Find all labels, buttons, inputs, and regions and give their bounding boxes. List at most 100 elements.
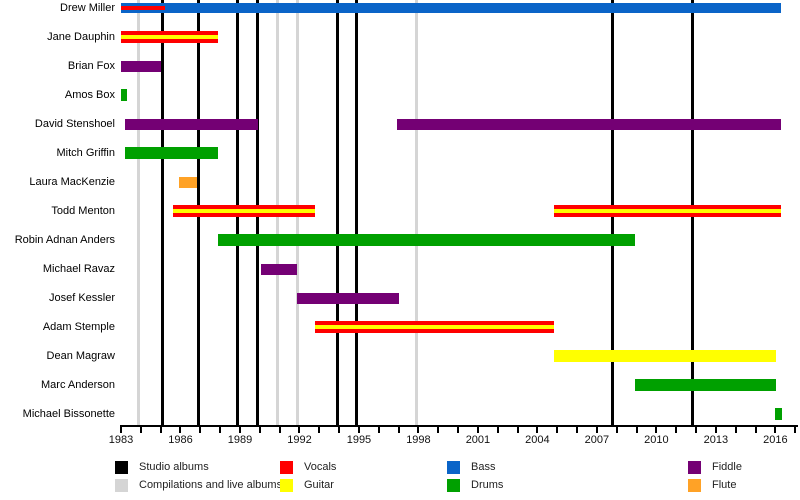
member-bar-brian-fox — [121, 60, 161, 72]
legend-swatch-vocals — [280, 461, 293, 474]
member-label-jane-dauphin: Jane Dauphin — [47, 31, 115, 43]
member-label-josef-kessler: Josef Kessler — [48, 292, 115, 304]
legend-swatch-studio — [115, 461, 128, 474]
axis-tick — [476, 427, 479, 433]
axis-tick — [397, 427, 400, 433]
bar-stripe-vocals — [121, 6, 165, 10]
legend-label-guitar: Guitar — [304, 479, 334, 491]
axis-tick — [338, 427, 341, 433]
axis-tick — [695, 427, 698, 433]
album-line-compilation — [137, 0, 141, 425]
legend-swatch-compilation — [115, 479, 128, 492]
legend-label-compilation: Compilations and live albums — [139, 479, 283, 491]
axis-tick-label: 2004 — [525, 434, 550, 446]
bar-stripe-bass — [121, 9, 165, 13]
bar-stripe-guitar — [554, 209, 782, 213]
member-bar-dean-magraw — [554, 350, 777, 362]
member-label-marc-anderson: Marc Anderson — [41, 379, 115, 391]
album-line-studio — [335, 0, 339, 425]
axis-tick — [278, 427, 281, 433]
axis-tick — [714, 427, 717, 433]
bar-stripe-guitar — [315, 325, 555, 329]
legend-swatch-drums — [447, 479, 460, 492]
bar-stripe-drums — [775, 408, 783, 420]
axis-tick — [774, 427, 777, 433]
axis-tick-label: 2016 — [763, 434, 788, 446]
axis-tick — [794, 427, 797, 433]
bar-stripe-drums — [218, 234, 635, 246]
bar-stripe-drums — [634, 379, 777, 391]
axis-tick — [615, 427, 618, 433]
bar-stripe-vocals — [554, 213, 782, 217]
axis-tick — [377, 427, 380, 433]
bar-stripe-vocals — [172, 213, 316, 217]
axis-tick — [238, 427, 241, 433]
member-bar-drew-miller — [164, 3, 782, 13]
axis-tick — [318, 427, 321, 433]
legend-swatch-fiddle — [688, 461, 701, 474]
member-bar-david-stenshoel — [396, 118, 782, 130]
member-label-todd-menton: Todd Menton — [51, 205, 115, 217]
member-label-amos-box: Amos Box — [64, 89, 115, 101]
axis-tick — [457, 427, 460, 433]
axis-tick — [754, 427, 757, 433]
bar-stripe-flute — [178, 176, 198, 188]
axis-tick — [675, 427, 678, 433]
member-bar-jane-dauphin — [121, 31, 219, 43]
member-bar-drew-miller — [121, 3, 165, 13]
axis-tick — [576, 427, 579, 433]
member-label-dean-magraw: Dean Magraw — [46, 350, 115, 362]
legend-swatch-guitar — [280, 479, 293, 492]
axis-tick — [417, 427, 420, 433]
member-bar-mitch-griffin — [124, 147, 219, 159]
bar-stripe-vocals — [172, 205, 316, 209]
axis-tick — [219, 427, 222, 433]
bar-stripe-fiddle — [260, 263, 298, 275]
member-label-robin-adnan-anders: Robin Adnan Anders — [14, 234, 115, 246]
member-label-michael-bissonette: Michael Bissonette — [22, 408, 115, 420]
axis-tick — [199, 427, 202, 433]
axis-tick — [635, 427, 638, 433]
member-label-mitch-griffin: Mitch Griffin — [56, 147, 115, 159]
axis-tick-label: 2010 — [644, 434, 669, 446]
bar-stripe-vocals — [121, 39, 219, 43]
member-label-david-stenshoel: David Stenshoel — [34, 118, 115, 130]
axis-tick — [437, 427, 440, 433]
axis-tick-label: 1995 — [346, 434, 372, 446]
axis-tick-label: 1986 — [168, 434, 193, 446]
album-line-compilation — [414, 0, 418, 425]
axis-tick — [516, 427, 519, 433]
axis-tick — [655, 427, 658, 433]
legend-label-drums: Drums — [471, 479, 504, 491]
member-bar-todd-menton — [172, 205, 316, 217]
bar-stripe-vocals — [121, 31, 219, 35]
member-label-drew-miller: Drew Miller — [60, 2, 115, 14]
member-bar-marc-anderson — [634, 379, 777, 391]
axis-tick — [556, 427, 559, 433]
bar-stripe-drums — [121, 89, 127, 101]
axis-tick — [536, 427, 539, 433]
axis-tick-label: 2007 — [584, 434, 610, 446]
member-bar-david-stenshoel — [124, 118, 258, 130]
legend-label-flute: Flute — [712, 479, 737, 491]
legend-label-fiddle: Fiddle — [712, 461, 742, 473]
axis-tick — [496, 427, 499, 433]
bar-stripe-vocals — [315, 321, 555, 325]
bar-stripe-fiddle — [297, 292, 399, 304]
album-line-studio — [355, 0, 359, 425]
axis-tick — [298, 427, 301, 433]
legend-label-bass: Bass — [471, 461, 496, 473]
bar-stripe-bass — [164, 3, 782, 13]
legend-label-studio: Studio albums — [139, 461, 209, 473]
bar-stripe-fiddle — [396, 118, 782, 130]
bar-stripe-fiddle — [124, 118, 258, 130]
member-label-laura-mackenzie: Laura MacKenzie — [29, 176, 115, 188]
member-label-brian-fox: Brian Fox — [67, 60, 115, 72]
member-label-adam-stemple: Adam Stemple — [42, 321, 115, 333]
legend-label-vocals: Vocals — [304, 461, 337, 473]
axis-tick — [734, 427, 737, 433]
bar-stripe-guitar — [172, 209, 316, 213]
axis-tick-label: 1998 — [406, 434, 431, 446]
member-bar-josef-kessler — [297, 292, 399, 304]
